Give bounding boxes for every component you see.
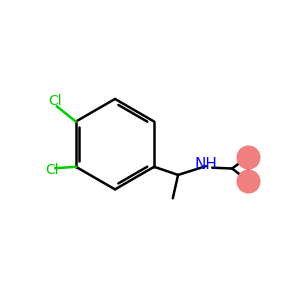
Text: NH: NH — [194, 157, 217, 172]
Text: Cl: Cl — [45, 163, 59, 177]
Point — [246, 154, 250, 159]
Text: Cl: Cl — [49, 94, 62, 108]
Point — [246, 178, 250, 183]
